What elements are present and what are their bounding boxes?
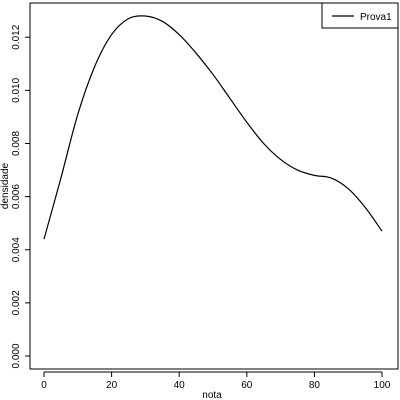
y-tick-label: 0.006 [11,184,22,209]
x-tick-label: 0 [41,380,47,391]
x-axis-label: nota [202,390,222,400]
legend: Prova1 [321,2,399,29]
y-axis: 0.000 0.002 0.004 0.006 0.008 0.010 0.012 [11,24,31,369]
y-tick-label: 0.012 [11,24,22,49]
y-tick-label: 0.010 [11,77,22,102]
x-tick-label: 60 [241,380,253,391]
y-tick-label: 0.008 [11,131,22,156]
y-tick-label: 0.002 [11,290,22,315]
x-tick-label: 80 [309,380,321,391]
x-tick-label: 20 [106,380,118,391]
y-tick-label: 0.000 [11,343,22,368]
series-line-prova1 [43,15,383,240]
legend-label-prova1: Prova1 [360,12,392,23]
y-tick-label: 0.004 [11,237,22,262]
x-tick-label: 40 [174,380,186,391]
y-axis-label: densidade [0,162,11,209]
x-tick-label: 100 [374,380,391,391]
x-axis: 0 20 40 60 80 100 [41,371,391,391]
plot-frame [29,2,399,370]
